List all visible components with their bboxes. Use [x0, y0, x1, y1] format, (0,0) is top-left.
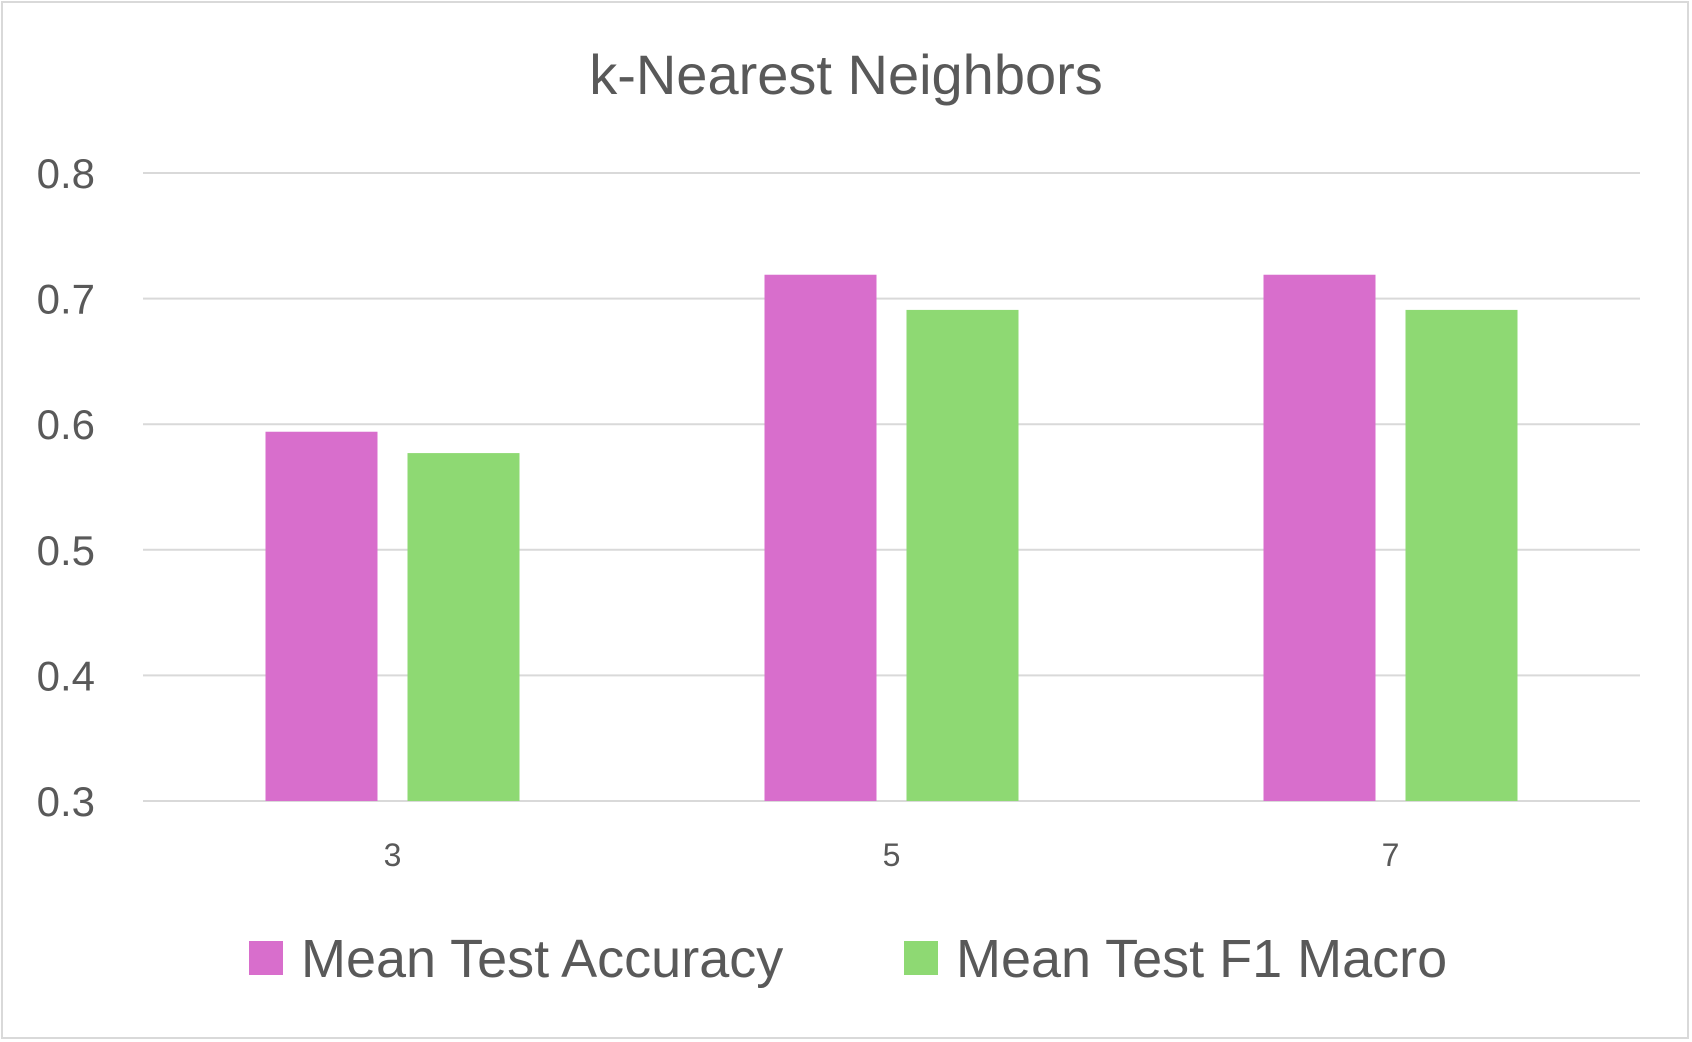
y-tick-label: 0.5 [37, 527, 95, 574]
legend-swatch [904, 941, 938, 975]
bar-f1-macro-3 [407, 453, 520, 801]
gridlines [143, 172, 1640, 802]
bar-accuracy-7 [1263, 274, 1376, 802]
x-axis-ticks: 3 5 7 [384, 837, 1400, 873]
x-tick-label: 7 [1382, 837, 1400, 873]
legend: Mean Test Accuracy Mean Test F1 Macro [249, 929, 1447, 989]
bar-f1-macro-7 [1405, 309, 1518, 801]
bar-accuracy-5 [764, 274, 877, 802]
legend-label: Mean Test Accuracy [301, 929, 783, 989]
y-tick-label: 0.6 [37, 401, 95, 448]
x-tick-label: 3 [384, 837, 402, 873]
y-tick-label: 0.3 [37, 778, 95, 825]
legend-label: Mean Test F1 Macro [956, 929, 1447, 989]
y-tick-label: 0.4 [37, 652, 95, 699]
x-tick-label: 5 [883, 837, 901, 873]
legend-swatch [249, 941, 283, 975]
y-tick-label: 0.7 [37, 276, 95, 323]
y-tick-label: 0.8 [37, 150, 95, 197]
chart-title: k-Nearest Neighbors [589, 43, 1103, 106]
bar-accuracy-3 [265, 431, 378, 801]
bar-f1-macro-5 [906, 309, 1019, 801]
bars [265, 274, 1518, 802]
y-axis-ticks: 0.3 0.4 0.5 0.6 0.7 0.8 [37, 150, 95, 825]
